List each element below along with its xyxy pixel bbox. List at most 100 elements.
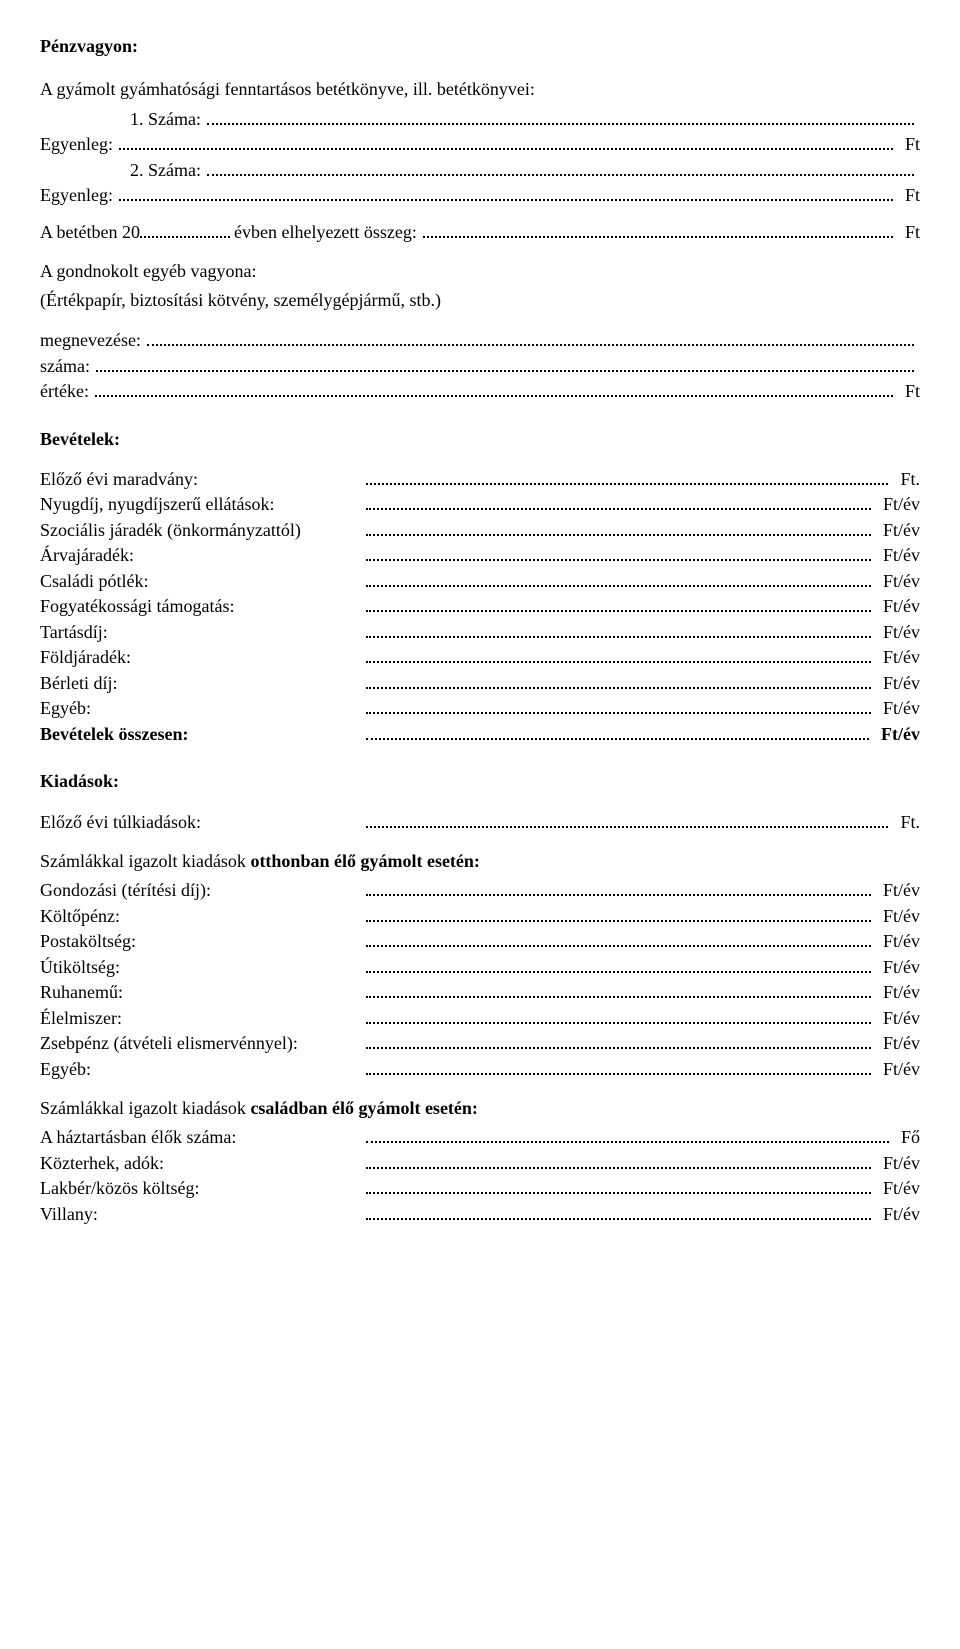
row-elozo-maradvany: Előző évi maradvány: Ft. [40,467,920,491]
egyeb-label: Egyéb: [40,696,360,720]
arva-label: Árvajáradék: [40,543,360,567]
fold-label: Földjáradék: [40,645,360,669]
row-elelmiszer: Élelmiszer: Ft/év [40,1005,920,1029]
nyugdij-label: Nyugdíj, nyugdíjszerű ellátások: [40,492,360,516]
row-csaladi: Családi pótlék: Ft/év [40,569,920,593]
fill-dots [366,1056,871,1074]
row-fold: Földjáradék: Ft/év [40,645,920,669]
fill-dots [366,980,871,998]
fill-dots [366,1151,871,1169]
erteke-row: értéke: Ft [40,379,920,403]
row-posta: Postaköltség: Ft/év [40,929,920,953]
fill-dots [366,929,871,947]
csalad-heading-b: családban élő gyámolt esetén: [250,1098,477,1118]
ftev-unit: Ft/év [877,645,920,669]
row-haztartas: A háztartásban élők száma: Fő [40,1125,920,1149]
fill-dots [366,954,871,972]
fill-dots [366,1176,871,1194]
ftev-unit: Ft/év [877,929,920,953]
fill-dots [207,106,914,124]
tartas-label: Tartásdíj: [40,620,360,644]
row-gondozasi: Gondozási (térítési díj): Ft/év [40,878,920,902]
osszesen-label: Bevételek összesen: [40,722,360,746]
deposit-label-a: A betétben 20 [40,220,140,244]
row-nyugdij: Nyugdíj, nyugdíjszerű ellátások: Ft/év [40,492,920,516]
row-bevetel-osszesen: Bevételek összesen: Ft/év [40,722,920,746]
ftev-unit: Ft/év [877,696,920,720]
book1-balance-row: Egyenleg: Ft [40,132,920,156]
fill-dots [119,132,893,150]
book2-num-label: 2. Száma: [130,158,201,182]
book2-balance-row: Egyenleg: Ft [40,183,920,207]
ftev-unit: Ft/év [877,980,920,1004]
row-lakber: Lakbér/közös költség: Ft/év [40,1176,920,1200]
ftev-unit: Ft/év [877,594,920,618]
fill-dots [366,1005,871,1023]
villany-label: Villany: [40,1202,360,1226]
fill-dots [366,645,871,663]
book2-num-row: 2. Száma: [40,157,920,181]
fill-dots [366,671,871,689]
ft-unit: Ft. [894,467,920,491]
ft-unit: Ft [899,379,920,403]
fill-dots [96,354,914,372]
fill-dots [366,492,871,510]
ftev-unit: Ft/év [877,518,920,542]
csalad-heading: Számlákkal igazolt kiadások családban él… [40,1096,920,1121]
ftev-unit: Ft/év [877,955,920,979]
berleti-label: Bérleti díj: [40,671,360,695]
gondozasi-label: Gondozási (térítési díj): [40,878,360,902]
other-assets-sub: (Értékpapír, biztosítási kötvény, személ… [40,288,920,313]
row-szocialis: Szociális járadék (önkormányzattól) Ft/é… [40,518,920,542]
kiadasok-heading: Kiadások: [40,769,920,794]
szocialis-label: Szociális járadék (önkormányzattól) [40,518,360,542]
row-arva: Árvajáradék: Ft/év [40,543,920,567]
fill-dots [366,1031,871,1049]
fill-dots [366,809,888,827]
megnev-label: megnevezése: [40,328,141,352]
lakber-label: Lakbér/közös költség: [40,1176,360,1200]
ruha-label: Ruhanemű: [40,980,360,1004]
posta-label: Postaköltség: [40,929,360,953]
row-berleti: Bérleti díj: Ft/év [40,671,920,695]
fogyatek-label: Fogyatékossági támogatás: [40,594,360,618]
ftev-unit: Ft/év [877,671,920,695]
ftev-unit: Ft/év [877,878,920,902]
fill-dots [366,569,871,587]
szama-label: száma: [40,354,90,378]
kozterhek-label: Közterhek, adók: [40,1151,360,1175]
fill-dots [366,620,871,638]
fill-dots [366,1202,871,1220]
row-uti: Útiköltség: Ft/év [40,954,920,978]
fill-dots [147,328,914,346]
kolto-label: Költőpénz: [40,904,360,928]
elozo-tulkiadas-label: Előző évi túlkiadások: [40,810,360,834]
ftev-unit: Ft/év [877,492,920,516]
szama-row: száma: [40,354,920,378]
erteke-label: értéke: [40,379,89,403]
row-villany: Villany: Ft/év [40,1202,920,1226]
row-elozo-tulkiadas: Előző évi túlkiadások: Ft. [40,809,920,833]
ftev-unit: Ft/év [877,620,920,644]
otthon-heading: Számlákkal igazolt kiadások otthonban él… [40,849,920,874]
egyeb2-label: Egyéb: [40,1057,360,1081]
ftev-unit: Ft/év [877,1006,920,1030]
row-kolto: Költőpénz: Ft/év [40,903,920,927]
fill-dots [140,219,230,237]
ft-unit: Ft [899,183,920,207]
fill-dots [366,878,871,896]
ftev-unit: Ft/év [877,1031,920,1055]
ftev-unit: Ft/év [877,543,920,567]
ft-unit: Ft [899,132,920,156]
intro-line: A gyámolt gyámhatósági fenntartásos beté… [40,77,920,102]
document-page: Pénzvagyon: A gyámolt gyámhatósági fennt… [0,0,960,1257]
ftev-unit: Ft/év [875,722,920,746]
ftev-unit: Ft/év [877,1057,920,1081]
fill-dots [119,183,893,201]
row-egyeb: Egyéb: Ft/év [40,696,920,720]
fill-dots [423,219,893,237]
fill-dots [366,1125,889,1143]
row-fogyatek: Fogyatékossági támogatás: Ft/év [40,594,920,618]
ft-unit: Ft. [894,810,920,834]
fill-dots [366,467,888,485]
